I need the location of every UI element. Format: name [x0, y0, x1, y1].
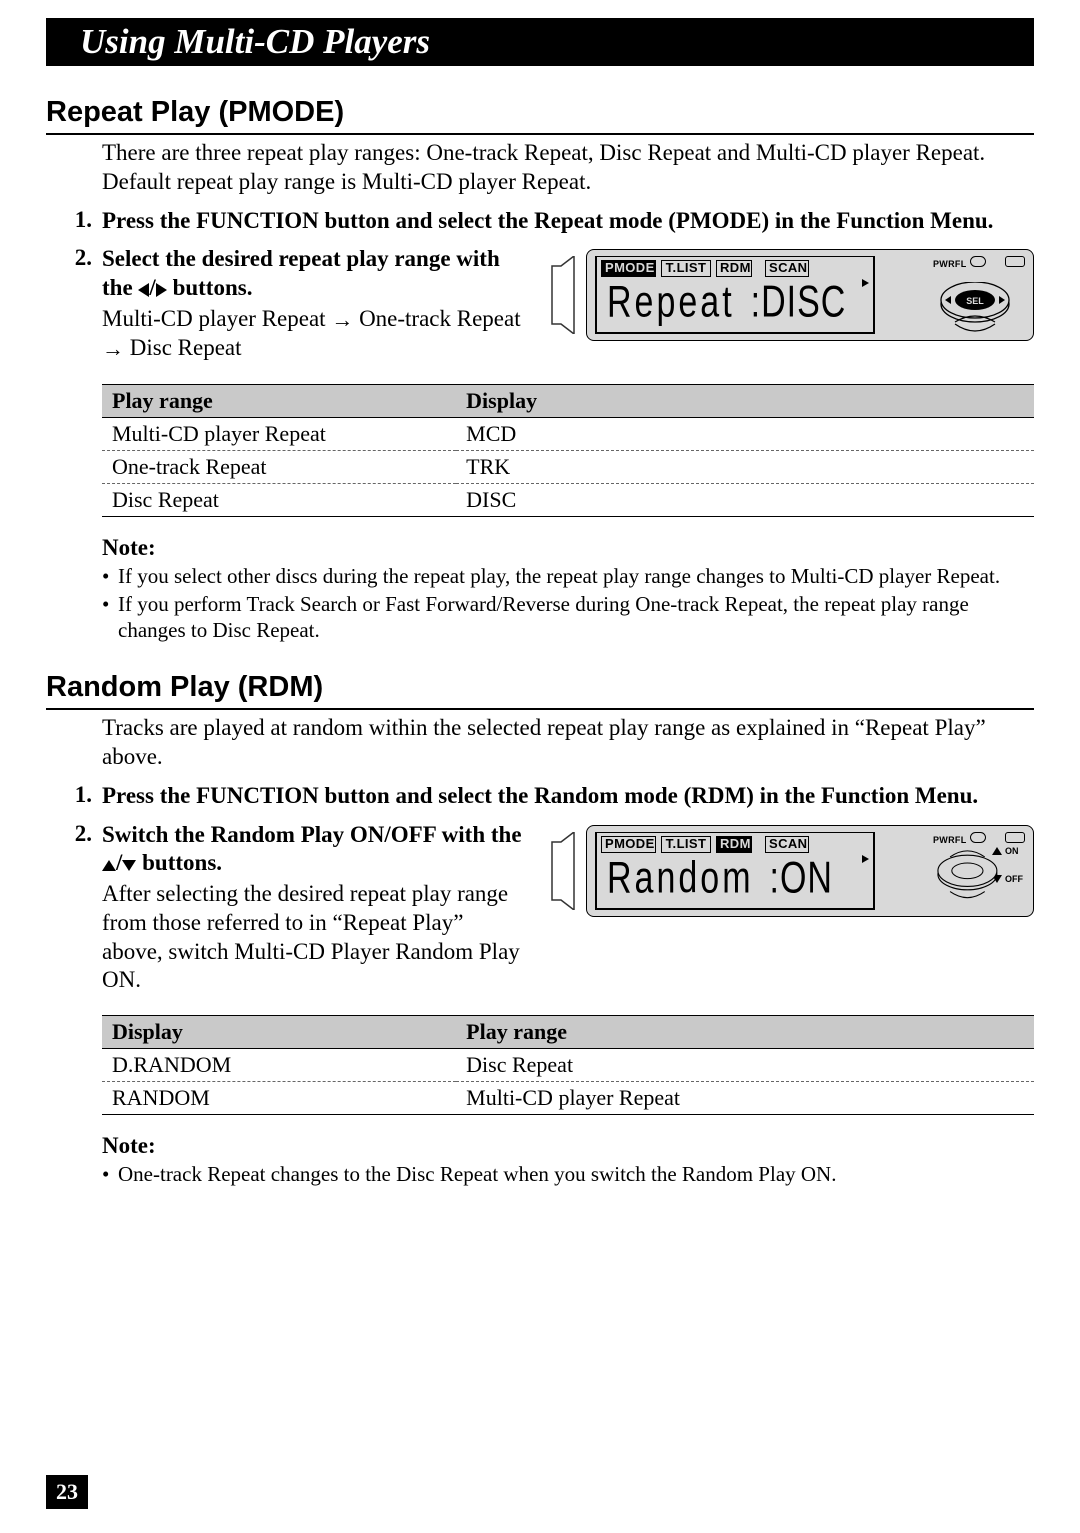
section-heading-pmode: Repeat Play (PMODE) — [46, 70, 1034, 135]
table-header: Play range — [456, 1016, 1034, 1049]
pmode-intro: There are three repeat play ranges: One-… — [46, 139, 1034, 197]
table-header: Display — [102, 1016, 456, 1049]
pwrfl-label: PWRFL — [933, 256, 986, 269]
head-unit-display: PMODE T.LIST RDM SCAN Random :ON PWRFL — [544, 825, 1034, 917]
up-icon — [102, 860, 116, 871]
aux-button-icon — [1005, 832, 1025, 843]
rdm-step-2: 2. Switch the Random Play ON/OFF with th… — [46, 821, 1034, 996]
table-header: Display — [456, 384, 1034, 417]
pmode-table: Play range Display Multi-CD player Repea… — [102, 384, 1034, 517]
note-title: Note: — [102, 1133, 1034, 1159]
lcd-screen: PMODE T.LIST RDM SCAN Random :ON — [595, 832, 875, 910]
aux-button-icon — [1005, 256, 1025, 267]
pwrfl-label: PWRFL — [933, 832, 986, 845]
speaker-icon — [544, 256, 578, 334]
tlist-indicator: T.LIST — [661, 260, 711, 277]
step-title: Switch the Random Play ON/OFF with the /… — [102, 821, 526, 879]
scan-indicator: SCAN — [765, 260, 809, 277]
rdm-step-1: 1. Press the FUNCTION button and select … — [46, 782, 1034, 811]
svg-text:SEL: SEL — [966, 296, 984, 306]
table-row: Multi-CD player RepeatMCD — [102, 417, 1034, 450]
step-number: 1. — [46, 207, 102, 236]
lcd-main-text: Random :ON — [607, 853, 867, 904]
left-icon — [138, 283, 149, 297]
note-item: One-track Repeat changes to the Disc Rep… — [102, 1161, 1034, 1187]
arrow-right-icon: → — [102, 335, 124, 363]
rdm-indicator: RDM — [716, 260, 752, 277]
rdm-table: Display Play range D.RANDOMDisc Repeat R… — [102, 1015, 1034, 1115]
knob-control-icon — [929, 850, 1025, 908]
chapter-banner: Using Multi-CD Players — [46, 18, 1034, 66]
speaker-icon — [544, 832, 578, 910]
table-row: D.RANDOMDisc Repeat — [102, 1049, 1034, 1082]
page-number: 23 — [46, 1475, 88, 1509]
tlist-indicator: T.LIST — [661, 836, 711, 853]
note-title: Note: — [102, 535, 1034, 561]
step-title: Press the FUNCTION button and select the… — [102, 207, 1034, 236]
step-number: 2. — [46, 245, 102, 363]
chapter-title: Using Multi-CD Players — [46, 18, 1034, 62]
down-icon — [122, 860, 136, 871]
knob-control-icon: SEL — [939, 282, 1025, 340]
scan-indicator: SCAN — [765, 836, 809, 853]
rdm-intro: Tracks are played at random within the s… — [46, 714, 1034, 772]
lcd-main-text: Repeat :DISC — [607, 278, 867, 329]
step-title: Press the FUNCTION button and select the… — [102, 782, 1034, 811]
note-item: If you perform Track Search or Fast Forw… — [102, 591, 1034, 644]
head-unit-display: PMODE T.LIST RDM SCAN Repeat :DISC PWRFL — [544, 249, 1034, 341]
pmode-notes: Note: If you select other discs during t… — [46, 535, 1034, 644]
lcd-screen: PMODE T.LIST RDM SCAN Repeat :DISC — [595, 256, 875, 334]
table-row: One-track RepeatTRK — [102, 450, 1034, 483]
pmode-indicator: PMODE — [601, 836, 656, 853]
note-item: If you select other discs during the rep… — [102, 563, 1034, 589]
rdm-indicator: RDM — [716, 836, 752, 853]
pmode-step-1: 1. Press the FUNCTION button and select … — [46, 207, 1034, 236]
table-row: Disc RepeatDISC — [102, 483, 1034, 516]
step-desc: Multi-CD player Repeat → One-track Repea… — [102, 305, 526, 364]
pmode-indicator: PMODE — [601, 260, 656, 277]
step-number: 2. — [46, 821, 102, 996]
arrow-right-icon: → — [331, 306, 353, 334]
right-icon — [156, 283, 167, 297]
section-heading-rdm: Random Play (RDM) — [46, 645, 1034, 710]
rdm-notes: Note: One-track Repeat changes to the Di… — [46, 1133, 1034, 1187]
step-desc: After selecting the desired repeat play … — [102, 880, 526, 995]
pmode-step-2: 2. Select the desired repeat play range … — [46, 245, 1034, 363]
table-header: Play range — [102, 384, 456, 417]
step-title: Select the desired repeat play range wit… — [102, 245, 526, 303]
table-row: RANDOMMulti-CD player Repeat — [102, 1082, 1034, 1115]
step-number: 1. — [46, 782, 102, 811]
